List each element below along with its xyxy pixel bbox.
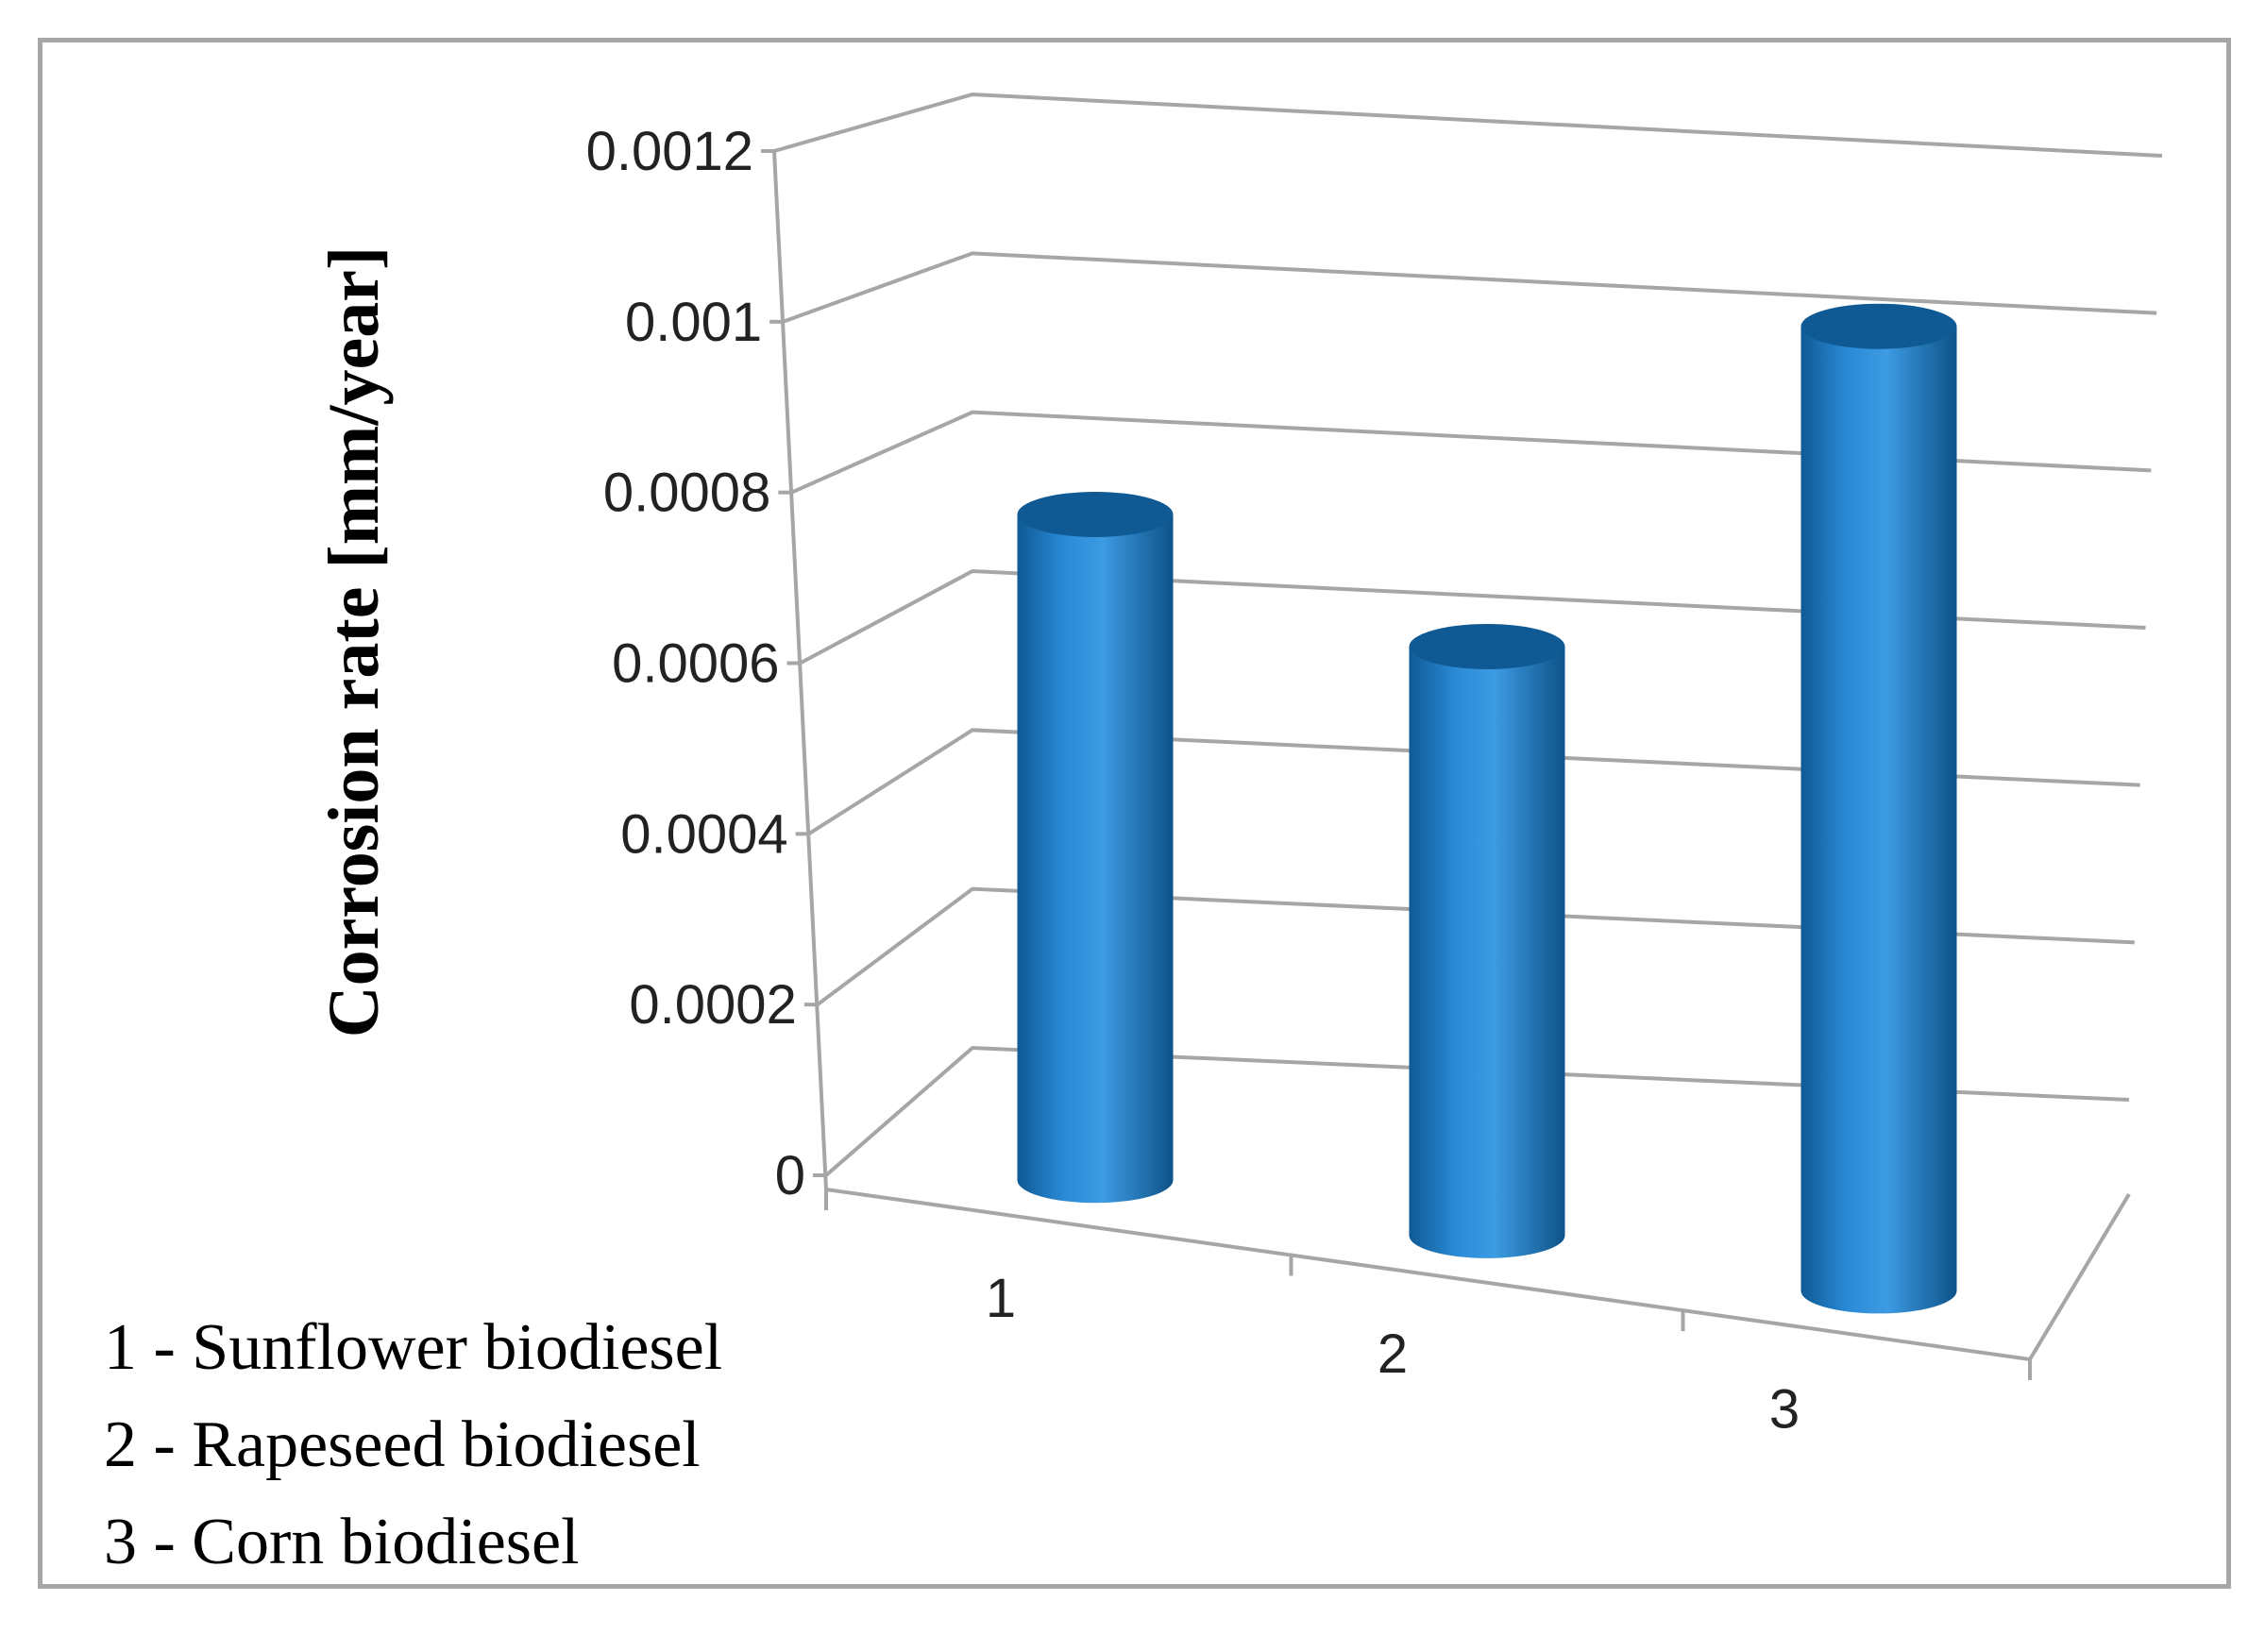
x-axis-ticks: 1 2 3 [986,1255,1800,1440]
bar-2 [1409,623,1565,1258]
bar-top [1409,623,1565,669]
y-axis-label: Corrosion rate [mm/year] [314,246,394,1038]
legend-entry: 3 - Corn biodiesel [104,1506,580,1578]
chart-walls [772,150,828,1190]
y-tick-label: 0.0002 [629,974,796,1036]
bar-top [1800,303,1957,349]
bar-1 [1017,491,1174,1204]
bar-body [1409,646,1565,1258]
y-tick-label: 0.0004 [620,803,787,865]
legend-entry: 2 - Rapeseed biodiesel [104,1408,701,1481]
bar-body [1800,326,1957,1314]
x-tick-label: 3 [1769,1378,1800,1440]
y-axis-ticks: 0 0.0002 0.0004 0.0006 0.0008 0.001 0.0012 [586,121,826,1206]
y-tick-label: 0.0012 [586,121,753,182]
bar-top [1017,491,1174,537]
gridline [773,92,2163,158]
chart-floor [824,1188,2131,1380]
gridline [816,886,2135,1006]
legend-entry: 1 - Sunflower biodiesel [104,1311,722,1384]
bars [1017,303,1957,1314]
bar-3 [1800,303,1957,1314]
gridline [807,728,2140,836]
y-tick-label: 0.001 [625,292,762,353]
gridline [824,1045,2130,1177]
y-tick-label: 0 [775,1145,805,1206]
left-wall-edge [772,150,828,1190]
gridlines [773,92,2163,1177]
y-tick-label: 0.0006 [612,633,779,695]
gridline [782,251,2157,324]
x-tick-label: 1 [986,1268,1016,1329]
bar-body [1017,514,1174,1204]
legend: 1 - Sunflower biodiesel 2 - Rapeseed biod… [104,1311,722,1578]
x-tick-label: 2 [1378,1323,1408,1385]
gridline [799,568,2146,666]
y-tick-label: 0.0008 [603,463,770,524]
gridline [790,410,2152,495]
